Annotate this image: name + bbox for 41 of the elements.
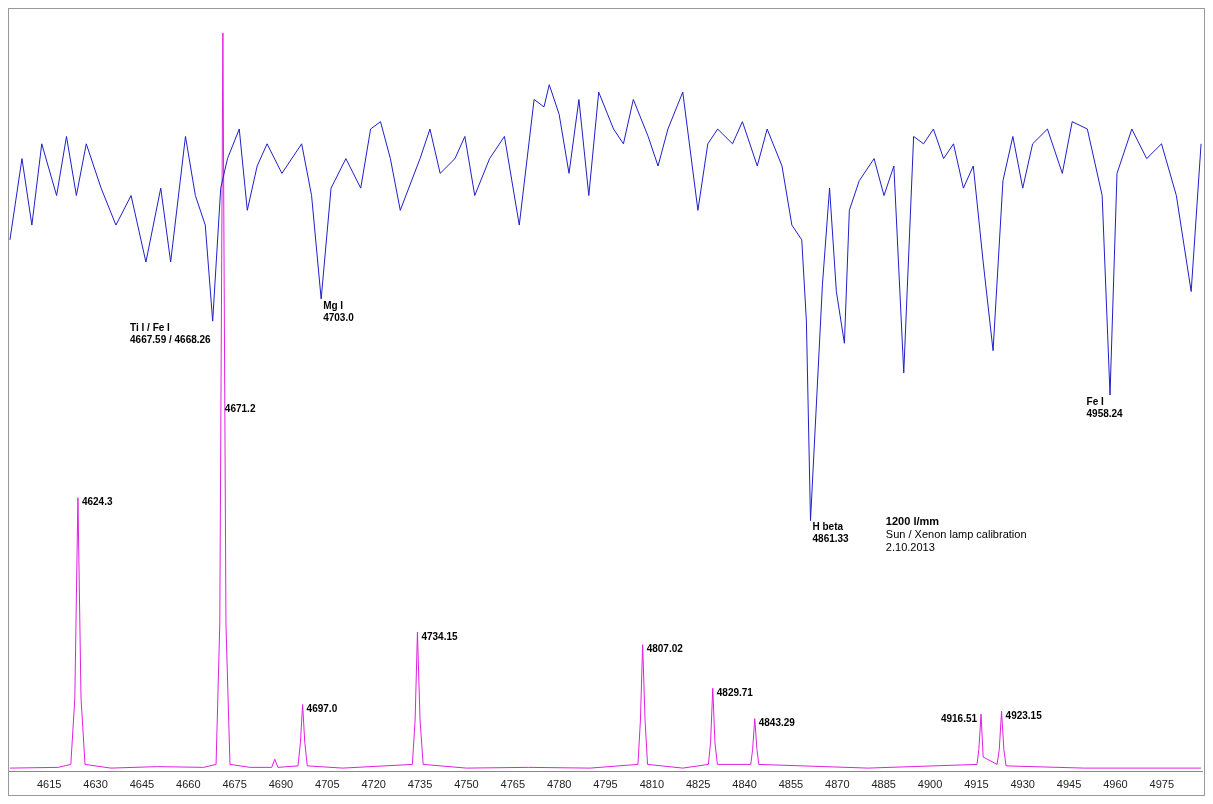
x-tick-label: 4885 — [871, 778, 896, 791]
annotation: 4916.51 — [940, 712, 978, 724]
annotation: 4807.02 — [646, 643, 684, 655]
x-tick-label: 4945 — [1056, 778, 1082, 791]
annotation: 4923.15 — [1005, 709, 1043, 721]
annotation: Mg I 4703.0 — [323, 299, 355, 323]
x-tick-label: 4960 — [1103, 778, 1128, 791]
x-tick-label: 4780 — [546, 778, 572, 791]
x-tick-label: 4840 — [732, 778, 757, 791]
x-tick-label: 4645 — [129, 778, 155, 791]
x-tick-label: 4795 — [593, 778, 618, 791]
annotation: H beta 4861.33 — [812, 521, 850, 545]
annotation: 2.10.2013 — [885, 541, 935, 554]
annotation: 4829.71 — [716, 687, 754, 699]
x-tick-label: 4615 — [36, 778, 62, 791]
x-tick-label: 4900 — [917, 778, 943, 791]
x-tick-label: 4855 — [778, 778, 804, 791]
x-tick-label: 4690 — [268, 778, 294, 791]
x-tick-label: 4675 — [222, 778, 247, 791]
x-tick-label: 4705 — [315, 778, 340, 791]
x-tick-label: 4930 — [1010, 778, 1035, 791]
annotation: Sun / Xenon lamp calibration — [885, 528, 1027, 541]
annotation: Ti I / Fe I 4667.59 / 4668.26 — [130, 321, 212, 345]
annotation: 4734.15 — [421, 630, 459, 642]
x-tick-label: 4870 — [825, 778, 850, 791]
annotation: 4697.0 — [306, 703, 338, 715]
x-tick-label: 4750 — [454, 778, 479, 791]
x-tick-label: 4735 — [407, 778, 433, 791]
annotation: 4843.29 — [758, 717, 796, 729]
x-tick-label: 4765 — [500, 778, 526, 791]
x-tick-label: 4660 — [176, 778, 201, 791]
annotation: Fe I 4958.24 — [1086, 395, 1124, 419]
x-tick-label: 4630 — [83, 778, 108, 791]
annotation: 1200 l/mm — [885, 515, 940, 528]
annotation: 4624.3 — [81, 496, 113, 508]
x-tick-label: 4720 — [361, 778, 386, 791]
x-tick-label: 4915 — [964, 778, 989, 791]
annotation: 4671.2 — [224, 403, 256, 415]
x-tick-label: 4825 — [685, 778, 711, 791]
x-tick-label: 4810 — [639, 778, 665, 791]
x-tick-label: 4975 — [1149, 778, 1175, 791]
